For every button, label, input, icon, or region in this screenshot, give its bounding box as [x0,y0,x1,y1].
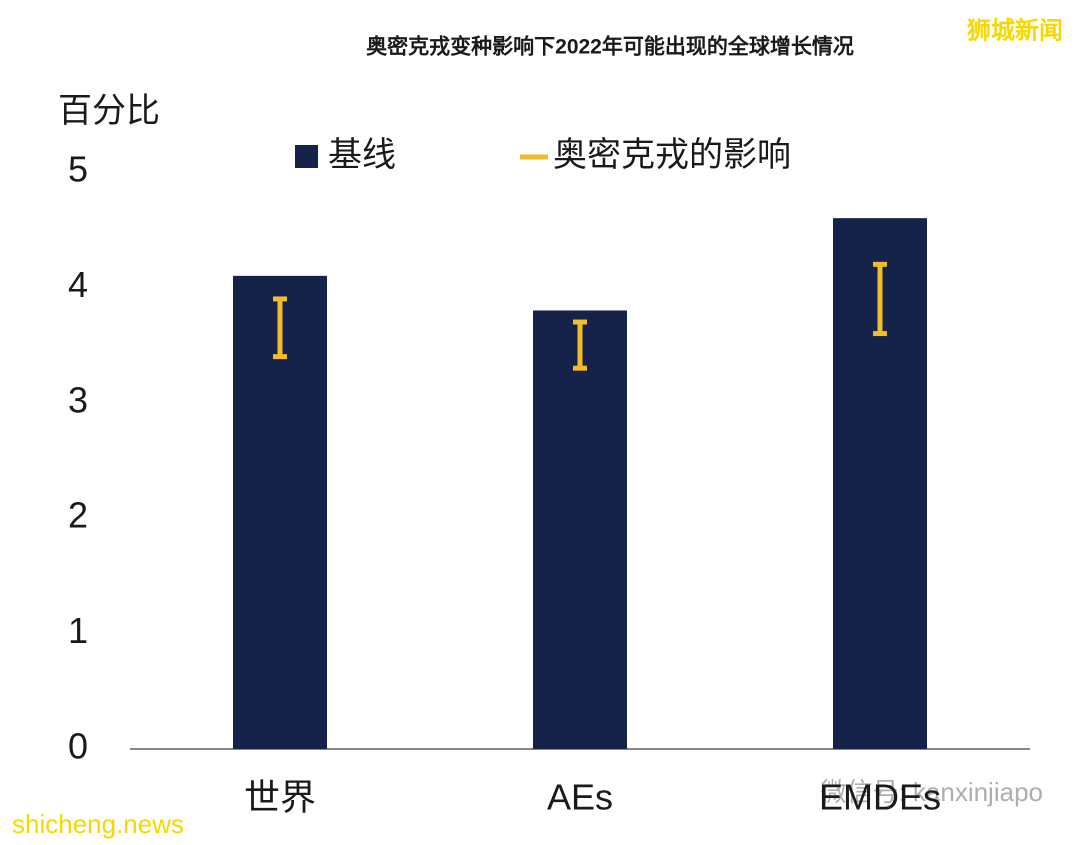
chart-title: 奥密克戎变种影响下2022年可能出现的全球增长情况 [366,35,854,59]
x-tick-label: 世界 [244,777,316,818]
legend-label: 奥密克戎的影响 [553,136,791,174]
error-bar [873,261,887,337]
legend-swatch [295,145,318,168]
x-tick-label: AEs [547,777,613,818]
y-tick-label: 2 [68,495,88,536]
y-tick-label: 0 [68,726,88,767]
bar [533,310,627,749]
y-tick-label: 3 [68,379,88,420]
error-bar [273,296,287,360]
y-tick-label: 5 [68,149,88,190]
legend-label: 基线 [328,136,396,174]
error-bar [573,319,587,371]
watermark: 狮城新闻 [967,16,1063,44]
watermark: 微信号: kanxinjiapo [820,777,1043,807]
y-tick-label: 1 [68,610,88,651]
x-tick-label: EMDEs [819,777,941,818]
watermark: shicheng.news [12,809,184,839]
y-axis-label: 百分比 [58,92,160,130]
y-tick-label: 4 [68,264,88,305]
